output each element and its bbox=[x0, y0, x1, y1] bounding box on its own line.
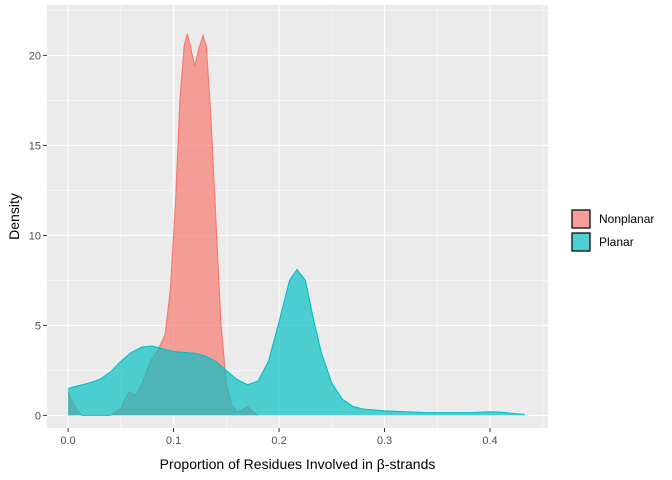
x-tick-label: 0.3 bbox=[377, 435, 392, 447]
y-tick-label: 10 bbox=[29, 230, 41, 242]
density-outline-planar bbox=[67, 268, 525, 416]
legend-label-nonplanar: Nonplanar bbox=[599, 212, 654, 226]
legend-key-nonplanar bbox=[571, 209, 591, 229]
legend: Nonplanar Planar bbox=[571, 209, 654, 252]
x-axis-title: Proportion of Residues Involved in β-str… bbox=[160, 456, 436, 472]
density-areas bbox=[67, 33, 525, 416]
y-axis: 0 5 10 15 20 bbox=[29, 50, 47, 422]
y-tick-label: 20 bbox=[29, 50, 41, 62]
x-tick-label: 0.2 bbox=[271, 435, 286, 447]
density-area-planar bbox=[68, 269, 525, 416]
x-axis: 0.0 0.1 0.2 0.3 0.4 bbox=[60, 428, 498, 447]
y-tick-label: 5 bbox=[35, 320, 41, 332]
x-tick-label: 0.4 bbox=[482, 435, 497, 447]
x-tick-label: 0.0 bbox=[60, 435, 75, 447]
x-tick-label: 0.1 bbox=[166, 435, 181, 447]
legend-key-planar bbox=[571, 232, 591, 252]
y-axis-title: Density bbox=[6, 193, 22, 240]
y-tick-label: 15 bbox=[29, 140, 41, 152]
legend-label-planar: Planar bbox=[599, 235, 634, 249]
density-area-nonplanar bbox=[68, 33, 258, 416]
y-tick-label: 0 bbox=[35, 410, 41, 422]
